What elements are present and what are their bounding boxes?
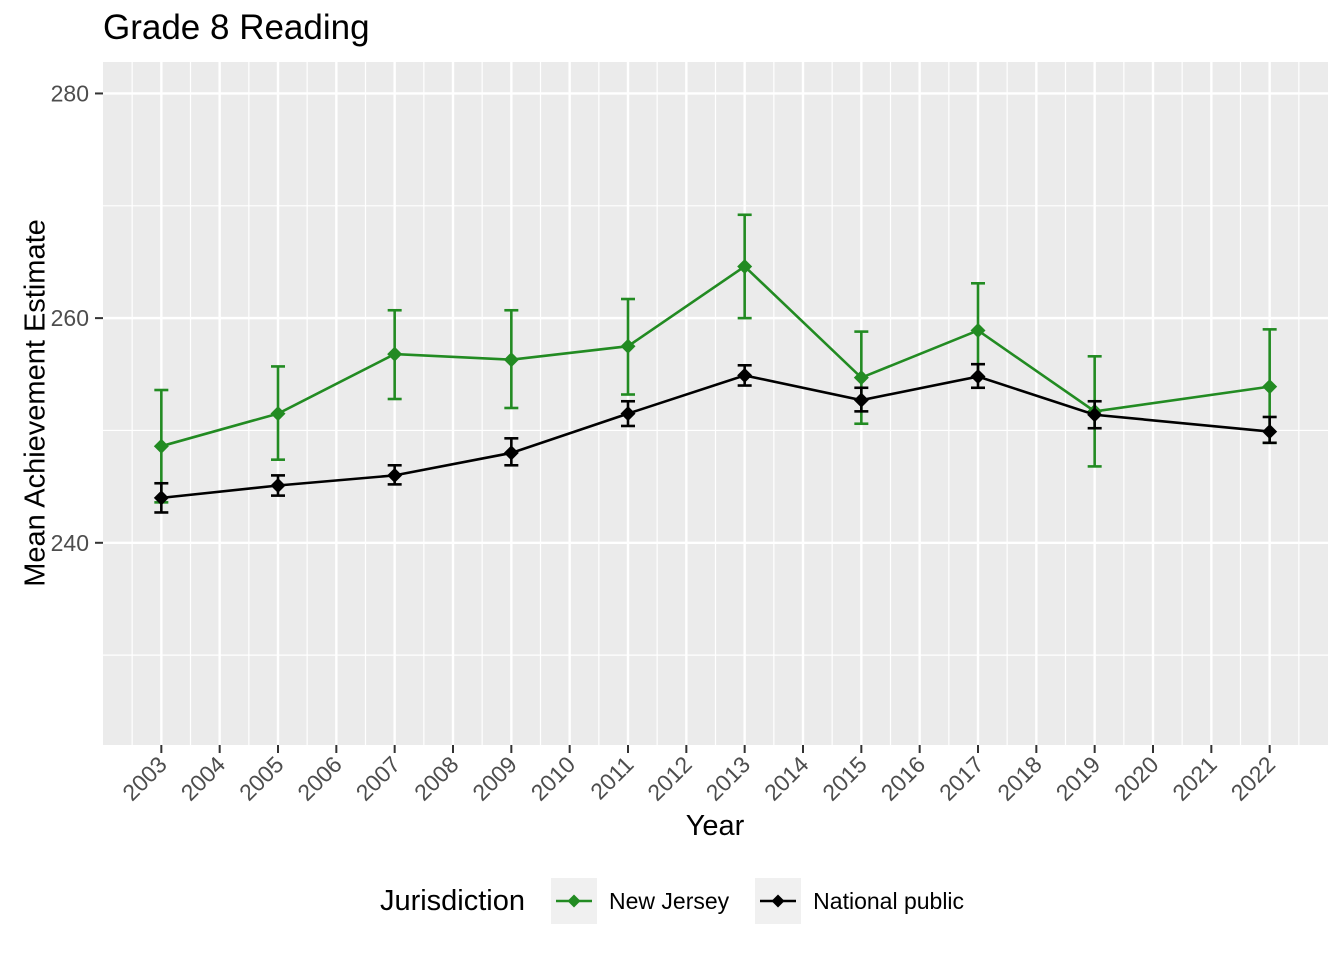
svg-text:2010: 2010 (526, 751, 581, 806)
legend-title: Jurisdiction (379, 884, 526, 917)
svg-text:2007: 2007 (351, 751, 406, 806)
svg-text:240: 240 (51, 530, 89, 556)
svg-text:2020: 2020 (1109, 751, 1164, 806)
svg-text:2018: 2018 (992, 751, 1047, 806)
svg-text:2004: 2004 (176, 751, 231, 806)
svg-text:2003: 2003 (117, 751, 172, 806)
svg-text:2022: 2022 (1226, 751, 1281, 806)
chart-title: Grade 8 Reading (103, 8, 370, 47)
legend-label: New Jersey (609, 887, 730, 914)
svg-text:2009: 2009 (467, 751, 522, 806)
svg-text:2011: 2011 (585, 751, 638, 804)
svg-text:2017: 2017 (934, 751, 989, 806)
svg-text:2016: 2016 (876, 751, 931, 806)
legend-label: National public (813, 887, 965, 914)
legend-key-icon (755, 878, 802, 924)
legend-item-new-jersey: New Jersey (551, 878, 729, 924)
svg-text:2021: 2021 (1167, 751, 1222, 806)
x-axis-title: Year (685, 810, 745, 842)
legend: Jurisdiction New Jersey National public (0, 878, 1344, 924)
svg-text:2015: 2015 (817, 751, 872, 806)
svg-text:2014: 2014 (759, 751, 814, 806)
legend-key-icon (551, 878, 598, 924)
svg-text:280: 280 (51, 80, 89, 106)
svg-text:2006: 2006 (292, 751, 347, 806)
legend-item-national-public: National public (755, 878, 964, 924)
svg-text:2008: 2008 (409, 751, 464, 806)
svg-text:2019: 2019 (1051, 751, 1106, 806)
svg-text:2005: 2005 (234, 751, 289, 806)
svg-text:260: 260 (51, 305, 89, 331)
svg-text:2013: 2013 (701, 751, 756, 806)
svg-text:2012: 2012 (642, 751, 697, 806)
